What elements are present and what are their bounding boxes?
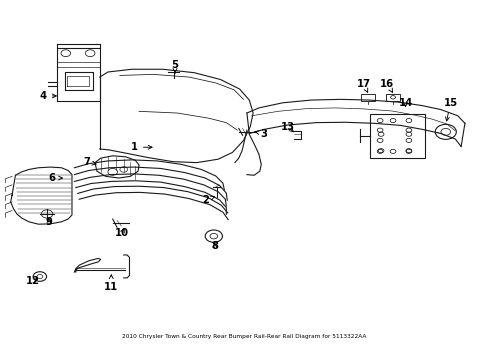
Text: 8: 8 (211, 242, 218, 251)
Text: 5: 5 (171, 60, 178, 73)
Text: 6: 6 (48, 173, 62, 183)
Text: 1: 1 (130, 142, 152, 152)
Text: 4: 4 (40, 91, 56, 101)
Text: 3: 3 (254, 129, 266, 139)
Bar (369, 114, 424, 158)
Bar (361, 94, 374, 101)
Bar (386, 94, 399, 101)
Text: 14: 14 (398, 98, 412, 108)
Text: 10: 10 (115, 228, 129, 238)
Text: 9: 9 (45, 217, 52, 228)
Text: 16: 16 (380, 78, 393, 92)
Text: 2010 Chrysler Town & Country Rear Bumper Rail-Rear Rail Diagram for 5113322AA: 2010 Chrysler Town & Country Rear Bumper… (122, 333, 366, 338)
Text: 17: 17 (356, 78, 369, 92)
Text: 2: 2 (202, 195, 214, 205)
Text: 12: 12 (26, 276, 40, 286)
Text: 7: 7 (83, 157, 96, 167)
Text: 13: 13 (280, 122, 294, 132)
Text: 15: 15 (443, 98, 457, 121)
Text: 11: 11 (104, 275, 118, 292)
